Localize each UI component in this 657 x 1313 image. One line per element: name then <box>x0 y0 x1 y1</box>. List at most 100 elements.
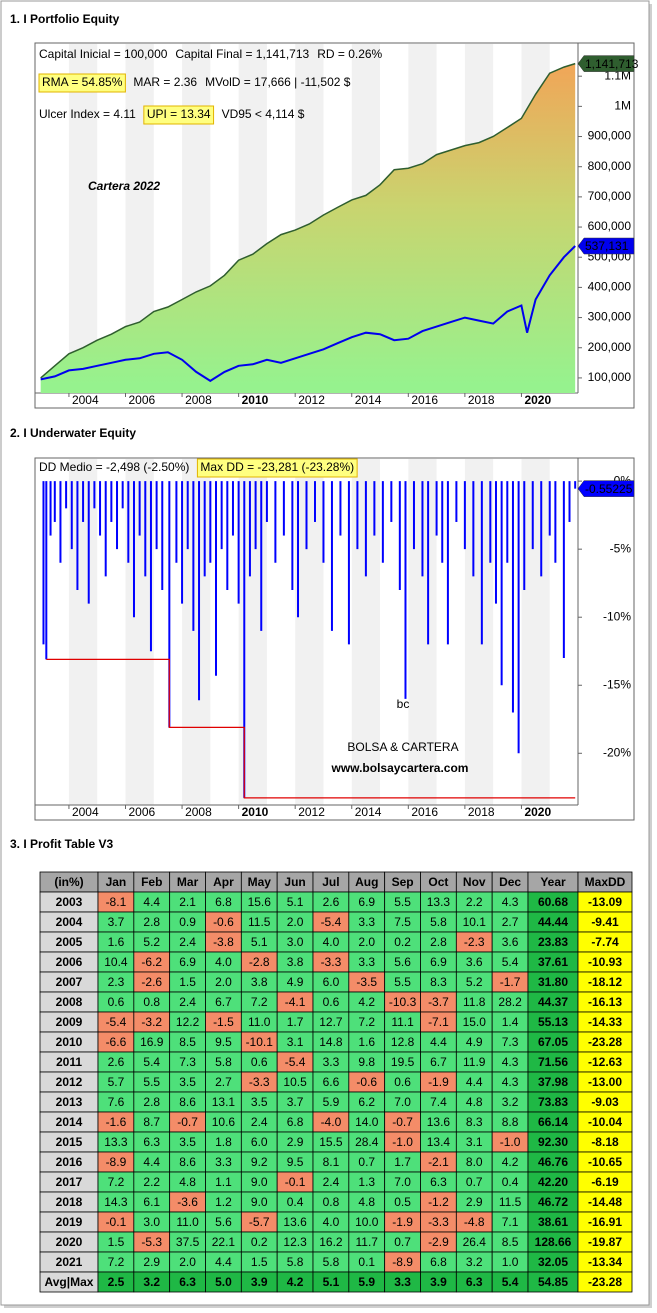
table-cell-text: 92.30 <box>538 1135 568 1149</box>
table-cell-text: 5.8 <box>287 1255 304 1269</box>
table-cell-text: 9.0 <box>251 1195 268 1209</box>
end-label: 1,141,713 <box>585 57 639 71</box>
table-cell-text: 7.3 <box>502 1035 519 1049</box>
table-cell-text: 4.4 <box>466 1075 483 1089</box>
table-cell-text: 7.3 <box>179 1055 196 1069</box>
table-cell-text: Avg|Max <box>45 1275 94 1289</box>
table-cell-text: 2006 <box>56 955 83 969</box>
table-cell-text: 44.44 <box>538 915 568 929</box>
table-cell-text: -4.8 <box>464 1215 485 1229</box>
table-cell-text: 0.6 <box>108 995 125 1009</box>
table-cell-text: 2.2 <box>143 1175 160 1189</box>
table-cell-text: Aug <box>355 875 378 889</box>
table-cell-text: 0.7 <box>394 1235 411 1249</box>
table-cell-text: 5.5 <box>394 975 411 989</box>
x-tick-label: 2004 <box>72 393 99 407</box>
watermark: www.bolsaycartera.com <box>331 761 469 775</box>
table-cell-text: 3.0 <box>287 935 304 949</box>
table-cell-text: 10.1 <box>463 915 487 929</box>
table-cell-text: 11.1 <box>391 1015 414 1029</box>
x-tick-label: 2004 <box>72 805 99 819</box>
table-cell-text: 2017 <box>56 1175 83 1189</box>
table-cell-text: 2.1 <box>179 895 196 909</box>
table-cell-text: -13.34 <box>588 1255 622 1269</box>
table-cell-text: 3.5 <box>179 1135 196 1149</box>
table-cell-text: 2.8 <box>430 935 447 949</box>
table-cell-text: 5.8 <box>323 1255 340 1269</box>
table-cell-text: -9.03 <box>591 1095 619 1109</box>
benchmark-line <box>40 245 576 383</box>
year-band <box>295 459 324 805</box>
table-cell-text: Year <box>540 875 566 889</box>
table-cell-text: 5.1 <box>251 935 268 949</box>
table-cell-text: 6.8 <box>287 1115 304 1129</box>
info-text: Max DD = -23,281 (-23.28%) <box>200 460 354 474</box>
table-cell-text: Mar <box>177 875 199 889</box>
table-cell-text: 2012 <box>56 1075 83 1089</box>
table-cell-text: 6.1 <box>143 1195 160 1209</box>
table-cell-text: 0.1 <box>358 1255 375 1269</box>
table-cell-text: 2.8 <box>143 1095 160 1109</box>
x-tick-label: 2010 <box>242 805 269 819</box>
table-cell-text: 37.98 <box>538 1075 568 1089</box>
year-band <box>464 459 494 805</box>
table-cell-text: -16.13 <box>588 995 622 1009</box>
table-cell-text: 5.4 <box>502 1275 519 1289</box>
table-cell-text: -1.9 <box>428 1075 449 1089</box>
x-tick-label: 2018 <box>468 805 495 819</box>
table-cell-text: 5.7 <box>108 1075 125 1089</box>
table-cell-text: 5.2 <box>143 935 160 949</box>
x-tick-label: 2008 <box>185 393 212 407</box>
table-cell-text: 5.4 <box>502 955 519 969</box>
info-text: RD = 0.26% <box>317 47 382 61</box>
table-cell-text: 0.9 <box>179 915 196 929</box>
table-cell-text: 4.0 <box>323 935 340 949</box>
table-cell-text: 11.5 <box>499 1195 522 1209</box>
table-cell-text: 2018 <box>56 1195 83 1209</box>
table-cell-text: 2016 <box>56 1155 83 1169</box>
table-cell-text: 4.3 <box>502 895 519 909</box>
table-cell-text: 3.2 <box>466 1255 483 1269</box>
table-cell-text: 3.0 <box>143 1215 160 1229</box>
table-cell-text: 6.3 <box>466 1275 483 1289</box>
table-cell-text: 1.7 <box>394 1155 411 1169</box>
y-tick-label: 400,000 <box>588 280 632 294</box>
table-cell-text: 4.0 <box>323 1215 340 1229</box>
table-cell-text: 8.5 <box>502 1235 519 1249</box>
table-cell-text: 54.85 <box>538 1275 568 1289</box>
table-cell-text: 1.3 <box>358 1175 375 1189</box>
table-cell-text: 8.6 <box>179 1095 196 1109</box>
table-cell-text: 11.8 <box>463 995 486 1009</box>
chart-title: Cartera 2022 <box>88 179 160 193</box>
end-label: -0.55225 <box>585 482 633 496</box>
table-cell-text: 4.4 <box>143 895 160 909</box>
table-cell-text: 5.5 <box>143 1075 160 1089</box>
table-cell-text: 9.0 <box>251 1175 268 1189</box>
table-cell-text: 31.80 <box>538 975 568 989</box>
table-cell-text: 10.0 <box>355 1215 379 1229</box>
table-cell-text: 6.9 <box>430 955 447 969</box>
table-cell-text: 5.1 <box>287 895 304 909</box>
x-tick-label: 2020 <box>524 393 551 407</box>
table-cell-text: -9.41 <box>591 915 619 929</box>
table-cell-text: 28.2 <box>498 995 522 1009</box>
table-cell-text: -4.1 <box>285 995 306 1009</box>
table-cell-text: -6.6 <box>106 1035 127 1049</box>
info-text: DD Medio = -2,498 (-2.50%) <box>39 460 189 474</box>
table-cell-text: 13.4 <box>427 1135 451 1149</box>
x-tick-label: 2006 <box>129 393 156 407</box>
table-cell-text: 4.2 <box>502 1155 519 1169</box>
x-tick-label: 2016 <box>411 805 438 819</box>
table-cell-text: 8.3 <box>466 1115 483 1129</box>
table-cell-text: 11.0 <box>176 1215 199 1229</box>
table-cell-text: 3.3 <box>358 955 375 969</box>
table-cell-text: -5.4 <box>321 915 342 929</box>
table-cell-text: 9.2 <box>251 1155 268 1169</box>
x-tick-label: 2008 <box>185 805 212 819</box>
table-cell-text: 1.6 <box>108 935 125 949</box>
table-cell-text: -12.63 <box>588 1055 622 1069</box>
table-cell-text: 4.4 <box>215 1255 232 1269</box>
table-cell-text: 6.2 <box>358 1095 375 1109</box>
table-cell-text: 2.4 <box>179 995 196 1009</box>
table-cell-text: 3.6 <box>502 935 519 949</box>
